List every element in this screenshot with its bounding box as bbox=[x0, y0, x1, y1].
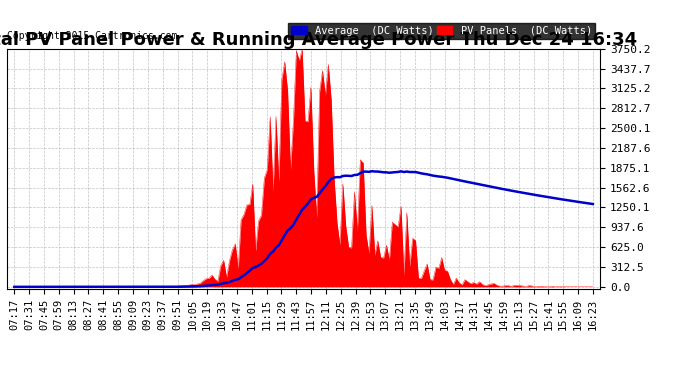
Legend: Average  (DC Watts), PV Panels  (DC Watts): Average (DC Watts), PV Panels (DC Watts) bbox=[288, 23, 595, 39]
Title: Total PV Panel Power & Running Average Power Thu Dec 24 16:34: Total PV Panel Power & Running Average P… bbox=[0, 31, 637, 49]
Text: Copyright 2015 Cartronics.com: Copyright 2015 Cartronics.com bbox=[7, 32, 177, 41]
